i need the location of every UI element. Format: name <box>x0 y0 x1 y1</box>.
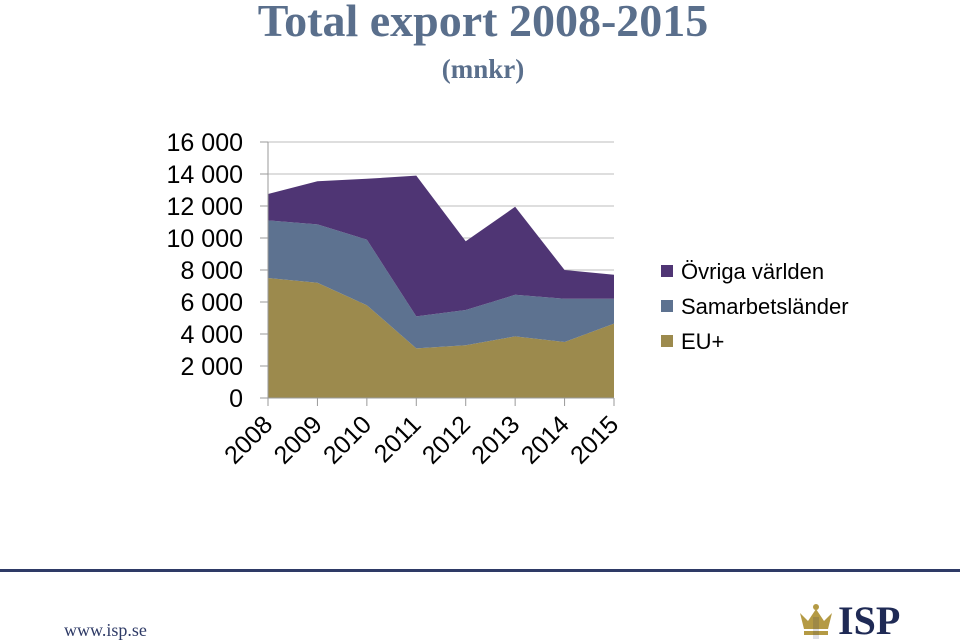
y-tick-label: 8 000 <box>180 257 243 285</box>
x-tick-label: 2010 <box>318 410 377 469</box>
area-series-Övriga världen <box>268 175 614 317</box>
area-series-Samarbetsländer <box>268 220 614 349</box>
chart-subtitle: (mnkr) <box>441 54 525 84</box>
footer-divider <box>0 569 960 572</box>
y-tick-label: 6 000 <box>180 289 243 317</box>
legend-swatch <box>661 335 673 347</box>
y-tick-label: 12 000 <box>167 193 243 221</box>
y-tick-label: 0 <box>229 385 243 413</box>
footer-url[interactable]: www.isp.se <box>64 620 147 640</box>
x-tick-label: 2008 <box>219 410 278 469</box>
legend-swatch <box>661 300 673 312</box>
crown-icon <box>800 604 832 639</box>
x-tick-label: 2015 <box>565 410 624 469</box>
y-tick-label: 14 000 <box>167 161 243 189</box>
legend-swatch <box>661 265 673 277</box>
x-tick-label: 2011 <box>369 410 427 468</box>
isp-logo: ISP <box>796 598 916 643</box>
x-tick-label: 2009 <box>269 410 328 469</box>
y-tick-label: 10 000 <box>167 225 243 253</box>
stacked-area-chart: 16 000 14 000 12 000 10 000 8 000 6 000 4 000 2… <box>167 129 849 470</box>
y-tick-label: 4 000 <box>180 321 243 349</box>
chart-title: Total export 2008-2015 <box>257 0 709 46</box>
x-tick-label: 2012 <box>417 410 476 469</box>
x-tick-label: 2013 <box>466 410 525 469</box>
y-tick-label: 2 000 <box>180 353 243 381</box>
legend-label: Samarbetsländer <box>681 294 849 319</box>
legend-label: EU+ <box>681 329 724 354</box>
x-tick-label: 2014 <box>516 410 575 469</box>
y-tick-label: 16 000 <box>167 129 243 157</box>
logo-text: ISP <box>838 598 901 643</box>
legend-label: Övriga världen <box>681 259 824 284</box>
area-series-EU+ <box>268 278 614 398</box>
